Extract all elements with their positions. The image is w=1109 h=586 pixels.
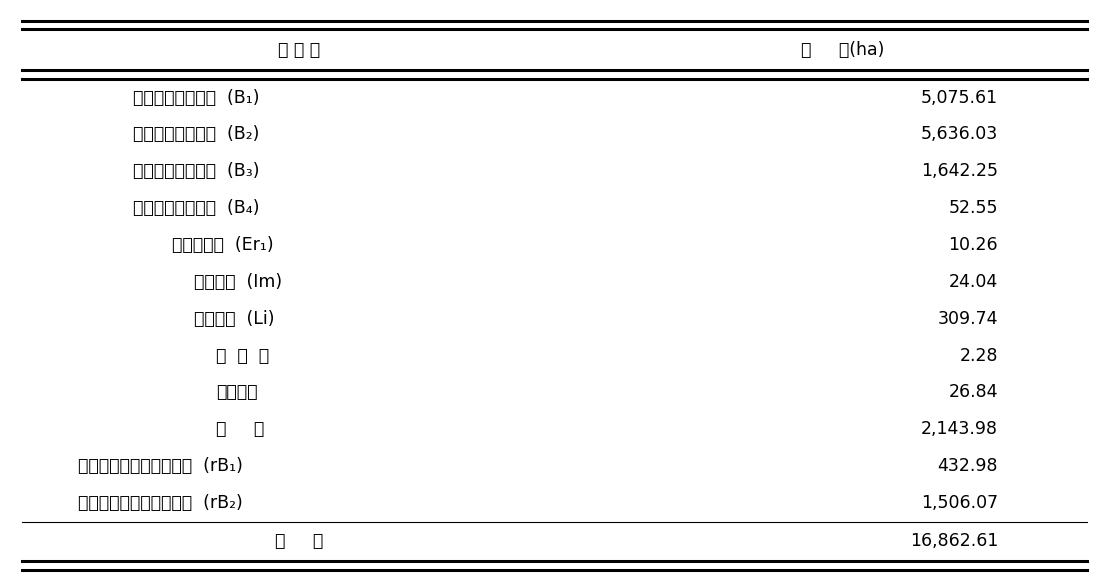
Text: 갈색약습산림토양  (B₄): 갈색약습산림토양 (B₄): [133, 199, 260, 217]
Text: 합     계: 합 계: [275, 533, 324, 550]
Text: 미숙토양  (Im): 미숙토양 (Im): [194, 273, 282, 291]
Text: 5,075.61: 5,075.61: [920, 88, 998, 107]
Text: 24.04: 24.04: [949, 273, 998, 291]
Text: 토 양 형: 토 양 형: [278, 41, 321, 59]
Text: 16,862.61: 16,862.61: [909, 533, 998, 550]
Text: 암쇄토양  (Li): 암쇄토양 (Li): [194, 310, 275, 328]
Text: 2,143.98: 2,143.98: [922, 420, 998, 438]
Text: 갈색건조산림토양  (B₁): 갈색건조산림토양 (B₁): [133, 88, 260, 107]
Text: 제     지: 제 지: [216, 420, 265, 438]
Text: 26.84: 26.84: [948, 383, 998, 401]
Text: 적색계갈색건조산림토양  (rB₁): 적색계갈색건조산림토양 (rB₁): [78, 457, 243, 475]
Text: 52.55: 52.55: [948, 199, 998, 217]
Text: 432.98: 432.98: [937, 457, 998, 475]
Text: 적색계갈색약건산림토양  (rB₂): 적색계갈색약건산림토양 (rB₂): [78, 494, 243, 512]
Text: 갈색약건산림토양  (B₂): 갈색약건산림토양 (B₂): [133, 125, 260, 144]
Text: 309.74: 309.74: [937, 310, 998, 328]
Text: 10.26: 10.26: [948, 236, 998, 254]
Text: 1,506.07: 1,506.07: [920, 494, 998, 512]
Text: 갈색적윤산림토양  (B₃): 갈색적윤산림토양 (B₃): [133, 162, 260, 180]
Text: 목  초  지: 목 초 지: [216, 347, 269, 364]
Text: 약침식토양  (Er₁): 약침식토양 (Er₁): [172, 236, 274, 254]
Text: 5,636.03: 5,636.03: [920, 125, 998, 144]
Text: 면     적(ha): 면 적(ha): [801, 41, 885, 59]
Text: 1,642.25: 1,642.25: [922, 162, 998, 180]
Text: 군사지역: 군사지역: [216, 383, 257, 401]
Text: 2.28: 2.28: [959, 347, 998, 364]
